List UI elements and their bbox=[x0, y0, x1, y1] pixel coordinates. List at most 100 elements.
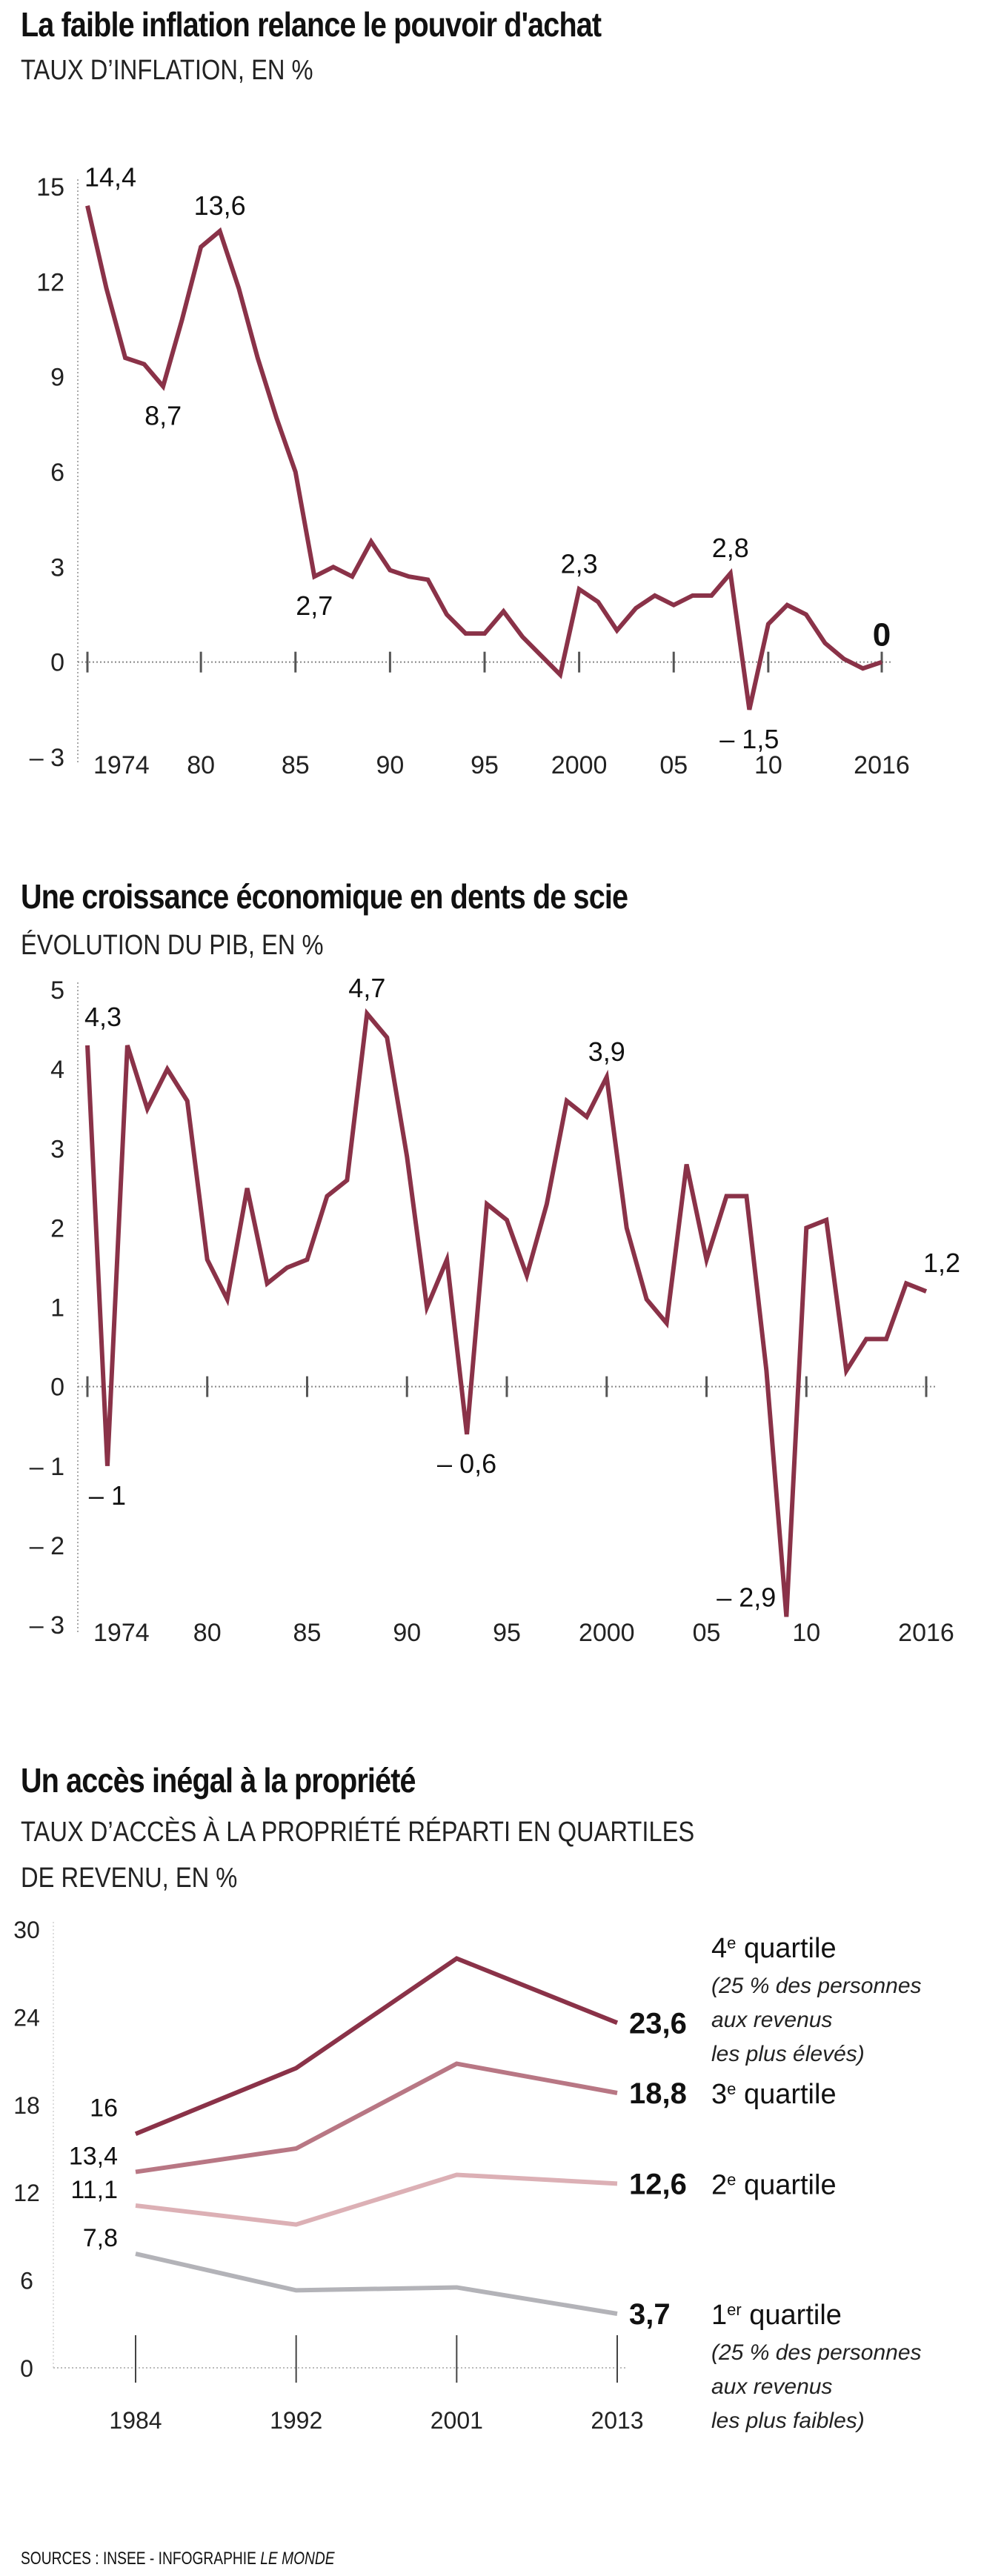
inflation-x-tick-label: 95 bbox=[471, 751, 499, 779]
property-series-line bbox=[135, 2061, 618, 2174]
inflation-x-tick-label: 05 bbox=[659, 751, 688, 779]
gdp-data-label: – 1 bbox=[89, 1480, 126, 1511]
property-x-tick-label: 1984 bbox=[109, 2407, 162, 2434]
gdp-chart-subtitle: ÉVOLUTION DU PIB, EN % bbox=[21, 930, 324, 961]
property-legend-note: aux revenus bbox=[711, 2374, 832, 2399]
gdp-x-tick-label: 1974 bbox=[93, 1619, 150, 1647]
property-start-label: 7,8 bbox=[83, 2224, 118, 2252]
inflation-y-tick-label: 12 bbox=[36, 268, 64, 296]
gdp-data-label: – 0,6 bbox=[437, 1448, 496, 1479]
gdp-y-tick-label: 2 bbox=[50, 1214, 64, 1242]
legend-ordinal-suffix: er bbox=[727, 2300, 742, 2318]
property-legend-note: (25 % des personnes bbox=[711, 1974, 922, 1998]
inflation-data-label: 13,6 bbox=[194, 190, 246, 221]
gdp-chart-title: Une croissance économique en dents de sc… bbox=[21, 877, 628, 916]
gdp-x-tick-label: 85 bbox=[293, 1619, 322, 1647]
inflation-data-label: 14,4 bbox=[84, 162, 136, 193]
legend-quartile-word: quartile bbox=[736, 2169, 836, 2200]
gdp-y-tick-label: 5 bbox=[50, 976, 64, 1005]
gdp-y-tick-label: – 3 bbox=[30, 1611, 64, 1640]
property-series-line bbox=[135, 2251, 618, 2316]
property-legend-note: les plus élevés) bbox=[711, 2042, 865, 2066]
property-legend-label: 1er quartile bbox=[711, 2300, 842, 2331]
gdp-y-tick-label: 0 bbox=[50, 1374, 64, 1402]
source-credit: SOURCES : INSEE - INFOGRAPHIE LE MONDE bbox=[21, 2549, 335, 2569]
inflation-y-tick-label: 9 bbox=[50, 364, 64, 392]
inflation-data-label: 8,7 bbox=[144, 401, 182, 431]
gdp-data-label: 4,3 bbox=[84, 1002, 122, 1032]
inflation-y-tick-label: 6 bbox=[50, 459, 64, 487]
gdp-y-tick-label: 1 bbox=[50, 1294, 64, 1322]
property-y-tick-label: 24 bbox=[13, 2004, 40, 2031]
property-chart-title: Un accès inégal à la propriété bbox=[21, 1761, 416, 1800]
source-brand: LE MONDE bbox=[260, 2549, 335, 2569]
property-legend-note: les plus faibles) bbox=[711, 2409, 865, 2433]
gdp-y-tick-label: – 1 bbox=[30, 1453, 64, 1481]
gdp-y-tick-label: – 2 bbox=[30, 1532, 64, 1560]
gdp-data-label: 3,9 bbox=[588, 1036, 625, 1067]
property-end-label: 12,6 bbox=[629, 2168, 687, 2200]
inflation-y-tick-label: 0 bbox=[50, 649, 64, 677]
inflation-x-tick-label: 85 bbox=[282, 751, 310, 779]
inflation-data-label: – 1,5 bbox=[719, 724, 779, 754]
gdp-x-tick-label: 2000 bbox=[579, 1619, 635, 1647]
gdp-x-tick-label: 95 bbox=[493, 1619, 521, 1647]
gdp-x-tick-label: 2016 bbox=[898, 1619, 954, 1647]
property-series-line bbox=[134, 1956, 619, 2137]
gdp-x-tick-label: 05 bbox=[693, 1619, 721, 1647]
property-y-tick-label: 30 bbox=[13, 1917, 40, 1943]
inflation-chart: 15 12 9 6 3 0 – 3 1974 80 85 90 95 2000 05 10 2016 14,4 8… bbox=[30, 162, 910, 779]
inflation-chart-subtitle: TAUX D’INFLATION, EN % bbox=[21, 55, 313, 86]
legend-quartile-word: quartile bbox=[736, 2079, 836, 2110]
inflation-x-tick-label: 80 bbox=[187, 751, 215, 779]
inflation-chart-title: La faible inflation relance le pouvoir d… bbox=[21, 5, 602, 44]
property-legend-label: 3e quartile bbox=[711, 2079, 837, 2110]
property-start-label: 13,4 bbox=[69, 2143, 118, 2171]
property-end-label: 3,7 bbox=[629, 2298, 671, 2331]
gdp-x-tick-label: 10 bbox=[792, 1619, 820, 1647]
gdp-y-tick-label: 3 bbox=[50, 1135, 64, 1163]
legend-quartile-word: quartile bbox=[736, 1933, 836, 1964]
source-prefix: SOURCES : INSEE - INFOGRAPHIE bbox=[21, 2549, 261, 2569]
property-chart-subtitle-line-1: TAUX D’ACCÈS À LA PROPRIÉTÉ RÉPARTI EN Q… bbox=[21, 1817, 695, 1848]
inflation-x-tick-label: 2000 bbox=[551, 751, 608, 779]
property-start-label: 16 bbox=[90, 2094, 118, 2122]
inflation-y-tick-label: 3 bbox=[50, 553, 64, 582]
inflation-x-tick-label: 10 bbox=[754, 751, 782, 779]
property-x-tick-label: 2001 bbox=[430, 2407, 483, 2434]
property-legend-label: 4e quartile bbox=[711, 1933, 837, 1964]
gdp-x-tick-label: 90 bbox=[393, 1619, 421, 1647]
legend-ordinal-suffix: e bbox=[727, 2080, 736, 2098]
property-chart-subtitle-line-2: DE REVENU, EN % bbox=[21, 1863, 238, 1894]
property-y-tick-label: 12 bbox=[13, 2180, 40, 2206]
property-end-label: 23,6 bbox=[629, 2007, 687, 2040]
property-y-tick-label: 6 bbox=[20, 2268, 33, 2294]
inflation-x-tick-label: 2016 bbox=[854, 751, 910, 779]
property-legend-note: aux revenus bbox=[711, 2008, 832, 2032]
legend-ordinal-suffix: e bbox=[727, 2170, 736, 2189]
legend-ordinal: 1 bbox=[711, 2300, 727, 2331]
gdp-y-tick-label: 4 bbox=[50, 1056, 64, 1084]
property-legend-label: 2e quartile bbox=[711, 2169, 837, 2200]
property-y-tick-label: 0 bbox=[20, 2355, 33, 2382]
inflation-data-label: 2,7 bbox=[296, 590, 333, 621]
legend-ordinal: 3 bbox=[711, 2079, 727, 2110]
gdp-data-label: 1,2 bbox=[923, 1248, 960, 1278]
property-end-label: 18,8 bbox=[629, 2077, 687, 2110]
inflation-x-tick-label: 90 bbox=[376, 751, 404, 779]
property-start-label: 11,1 bbox=[70, 2176, 118, 2204]
gdp-data-label: – 2,9 bbox=[717, 1582, 776, 1612]
property-x-tick-label: 2013 bbox=[591, 2407, 643, 2434]
legend-ordinal: 2 bbox=[711, 2169, 727, 2200]
legend-ordinal-suffix: e bbox=[727, 1934, 736, 1952]
property-x-tick-label: 1992 bbox=[270, 2407, 322, 2434]
inflation-data-label: 0 bbox=[873, 617, 891, 653]
gdp-data-label: 4,7 bbox=[348, 973, 385, 1003]
property-y-tick-label: 18 bbox=[13, 2092, 40, 2119]
inflation-data-label: 2,3 bbox=[561, 548, 598, 579]
inflation-series-line bbox=[85, 204, 882, 710]
legend-ordinal: 4 bbox=[711, 1933, 727, 1964]
gdp-series-line bbox=[85, 1008, 928, 1617]
